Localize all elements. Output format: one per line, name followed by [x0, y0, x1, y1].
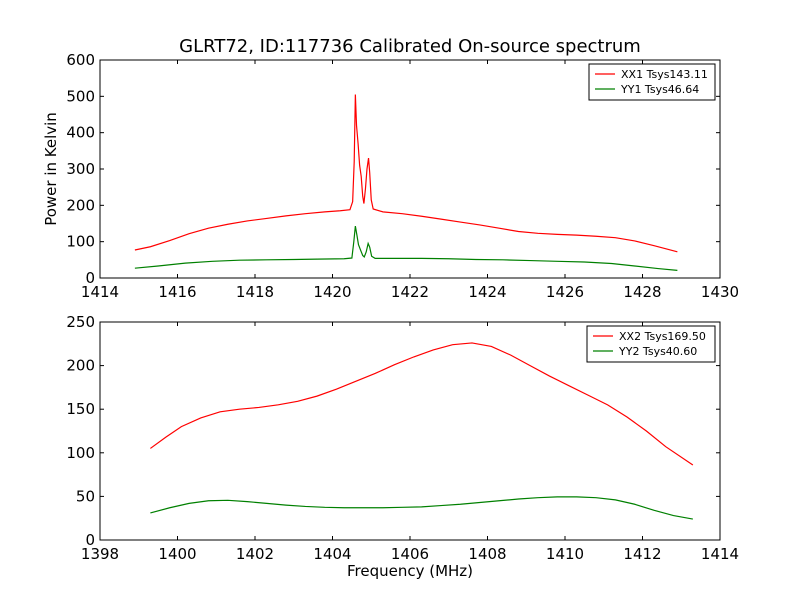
y-tick-label: 50 [76, 487, 95, 505]
y-tick-label: 250 [66, 313, 95, 331]
x-tick-label: 1416 [158, 283, 196, 301]
x-tick-label: 1404 [313, 545, 351, 563]
y-tick-label: 600 [66, 51, 95, 69]
x-tick-label: 1418 [236, 283, 274, 301]
x-tick-label: 1400 [158, 545, 196, 563]
y-tick-label: 500 [66, 87, 95, 105]
x-axis-label-bottom: Frequency (MHz) [347, 562, 473, 580]
legend-box [588, 63, 716, 101]
x-tick-label: 1414 [701, 545, 739, 563]
x-tick-label: 1420 [313, 283, 351, 301]
y-tick-label: 100 [66, 233, 95, 251]
chart-title: GLRT72, ID:117736 Calibrated On-source s… [179, 36, 641, 57]
y-tick-label: 0 [85, 531, 95, 549]
y-axis-label-top: Power in Kelvin [42, 112, 60, 226]
series-line-1 [134, 94, 678, 253]
y-tick-label: 300 [66, 160, 95, 178]
x-tick-label: 1408 [468, 545, 506, 563]
legend-label-2: YY1 Tsys46.64 [620, 83, 699, 96]
y-tick-label: 0 [85, 269, 95, 287]
x-tick-label: 1430 [701, 283, 739, 301]
x-tick-label: 1428 [623, 283, 661, 301]
legend-label-1: XX2 Tsys169.50 [619, 330, 706, 343]
x-tick-label: 1402 [236, 545, 274, 563]
y-tick-label: 100 [66, 444, 95, 462]
x-tick-label: 1410 [546, 545, 584, 563]
x-tick-label: 1414 [81, 283, 119, 301]
legend-label-1: XX1 Tsys143.11 [621, 68, 708, 81]
series-line-2 [134, 225, 678, 271]
series-line-1 [150, 342, 694, 466]
x-tick-label: 1422 [391, 283, 429, 301]
x-tick-label: 1424 [468, 283, 506, 301]
y-tick-label: 200 [66, 196, 95, 214]
y-tick-label: 200 [66, 357, 95, 375]
legend-label-2: YY2 Tsys40.60 [618, 345, 697, 358]
x-tick-label: 1426 [546, 283, 584, 301]
y-tick-label: 400 [66, 124, 95, 142]
series-line-2 [150, 496, 693, 520]
bottom-panel: 1398 1400 1402 1404 1406 1408 1410 1412 1414 0 50 1… [66, 313, 739, 563]
legend-box [586, 325, 716, 363]
x-tick-label: 1412 [623, 545, 661, 563]
x-tick-label: 1406 [391, 545, 429, 563]
y-tick-label: 150 [66, 400, 95, 418]
x-tick-label: 1398 [81, 545, 119, 563]
top-panel: 1414 1416 1418 1420 1422 1424 1426 1428 1430 0 100… [66, 51, 739, 301]
